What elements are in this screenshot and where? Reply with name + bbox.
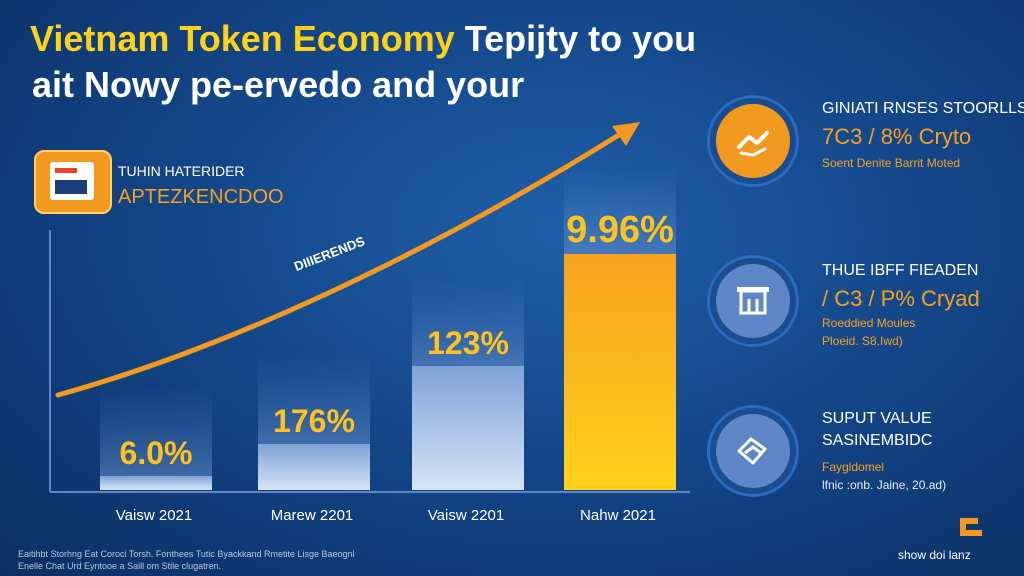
title-rest: Tepijty to you [464, 18, 697, 59]
trend-arrow [55, 125, 633, 398]
chart-arrows-icon [716, 414, 790, 488]
x-tick-label: Nahw 2021 [580, 507, 656, 524]
bar-3 [412, 366, 524, 490]
bar-glow [412, 276, 524, 366]
footer-note: Eaitihbt Storhng Eat Coroci Torsh. Fonth… [18, 549, 355, 571]
side-icon-2 [707, 255, 799, 347]
x-tick-label: Marew 2201 [271, 507, 354, 524]
bar-1 [100, 476, 212, 490]
bar-value-label: 9.96% [566, 209, 674, 251]
side-item-note-2: Ploeid. S8.Iwd) [822, 334, 903, 348]
x-tick-label: Vaisw 2021 [116, 507, 192, 524]
side-item-value: 7C3 / 8% Cryto [822, 124, 972, 149]
trend-arrowhead [612, 122, 640, 146]
badge-label: TUHIN HATERIDER [118, 163, 245, 179]
bar-2 [258, 444, 370, 490]
side-item-heading: GINIATI RNSES STOORLLS [822, 100, 1024, 117]
side-item-note: Faygldomel [822, 460, 885, 474]
browser-window-icon [34, 150, 112, 214]
x-tick-label: Vaisw 2201 [428, 507, 504, 524]
side-item-note: Roeddied Moules [822, 316, 916, 330]
badge-value: APTEZKENCDOO [118, 186, 284, 208]
bar-value-label: 6.0% [120, 435, 193, 471]
title-highlight: Vietnam Token Economy [30, 18, 455, 59]
side-icon-3 [707, 405, 799, 497]
bar-glow [258, 354, 370, 444]
building-icon [716, 264, 790, 338]
side-item-heading: THUE IBFF FIEADEN [822, 262, 979, 279]
bar-4 [564, 254, 676, 490]
side-item-3: SUPUT VALUE SASINEMBIDC Faygldomel lfnic… [822, 410, 946, 492]
brand-name: show doi lanz [898, 548, 971, 562]
page-subtitle: ait Nowy pe-ervedo and your [32, 64, 525, 105]
bar-value-label: 123% [427, 325, 509, 361]
side-item-note-2: lfnic :onb. Jaine, 20.ad) [822, 478, 947, 492]
brand-logo-icon [960, 518, 982, 536]
side-item-note: Soent Denite Barrit Moted [822, 156, 961, 170]
side-icon-1 [707, 95, 799, 187]
bar-glow [100, 386, 212, 476]
side-item-value: / C3 / P% Cryad [822, 286, 980, 311]
side-item-heading: SUPUT VALUE [822, 410, 932, 427]
side-item-1: GINIATI RNSES STOORLLS 7C3 / 8% Cryto So… [822, 100, 1024, 170]
side-item-heading-2: SASINEMBIDC [822, 432, 933, 449]
handshake-icon [716, 104, 790, 178]
side-item-2: THUE IBFF FIEADEN / C3 / P% Cryad Roeddi… [822, 262, 980, 348]
bar-glow [564, 164, 676, 254]
bar-value-label: 176% [273, 403, 355, 439]
page-title: Vietnam Token Economy Tepijty to you [30, 18, 696, 60]
